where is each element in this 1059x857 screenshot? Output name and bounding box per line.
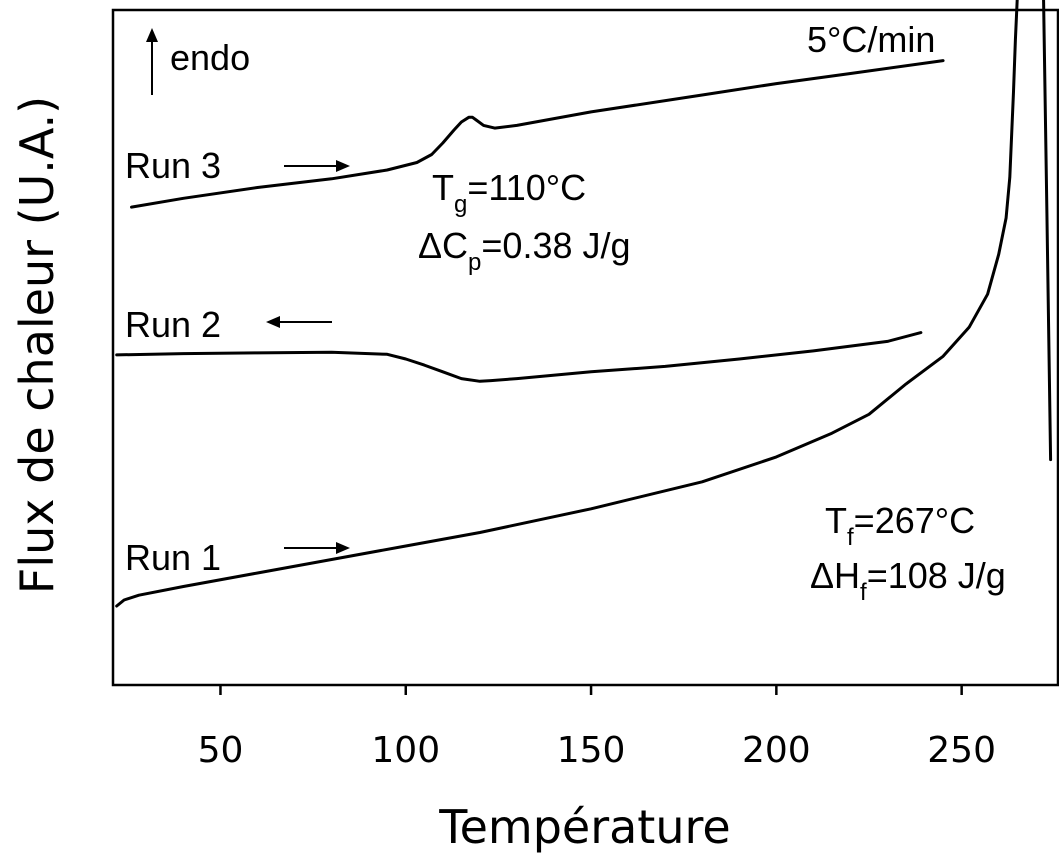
x-tick-label-250: 250 bbox=[927, 730, 996, 771]
curve-run-3 bbox=[130, 59, 945, 209]
plot-frame-group bbox=[111, 8, 1059, 687]
x-tick-labels: 50 100 150 200 250 bbox=[198, 730, 996, 771]
x-axis-label: Température bbox=[438, 800, 730, 854]
dhf-sub: f bbox=[860, 579, 867, 606]
tg-main: T bbox=[432, 167, 454, 208]
dcp-annotation: ΔCp=0.38 J/g bbox=[418, 225, 631, 276]
dhf-annotation: ΔHf=108 J/g bbox=[810, 555, 1006, 606]
curve-run-2 bbox=[115, 331, 923, 383]
x-tick-label-150: 150 bbox=[557, 730, 626, 771]
run1-arrow-head bbox=[336, 542, 350, 554]
run3-direction-arrow bbox=[284, 160, 350, 172]
curve-run-1 bbox=[115, 0, 1053, 608]
run2-label: Run 2 bbox=[125, 304, 221, 345]
dhf-value: =108 J/g bbox=[867, 555, 1006, 596]
x-tick-label-50: 50 bbox=[198, 730, 244, 771]
curves bbox=[115, 0, 1053, 608]
x-ticks bbox=[219, 685, 963, 695]
endo-arrow-head bbox=[146, 28, 158, 42]
run1-direction-arrow bbox=[284, 542, 350, 554]
run1-label: Run 1 bbox=[125, 537, 221, 578]
endo-arrow bbox=[146, 28, 158, 95]
dcp-value: =0.38 J/g bbox=[481, 225, 630, 266]
dhf-main: ΔH bbox=[810, 555, 860, 596]
dcp-main: ΔC bbox=[418, 225, 468, 266]
dcp-sub: p bbox=[468, 249, 481, 276]
tg-annotation: Tg=110°C bbox=[432, 167, 586, 218]
rate-label: 5°C/min bbox=[807, 19, 935, 60]
tf-annotation: Tf=267°C bbox=[825, 500, 975, 551]
tf-main: T bbox=[825, 500, 847, 541]
x-tick-label-200: 200 bbox=[742, 730, 811, 771]
run3-label: Run 3 bbox=[125, 145, 221, 186]
tg-value: =110°C bbox=[467, 167, 586, 208]
run3-arrow-head bbox=[336, 160, 350, 172]
run2-arrow-head bbox=[266, 316, 280, 328]
tf-value: =267°C bbox=[854, 500, 975, 541]
endo-label: endo bbox=[170, 37, 250, 78]
y-axis-label: Flux de chaleur (U.A.) bbox=[10, 96, 64, 594]
tg-sub: g bbox=[454, 191, 467, 218]
plot-frame bbox=[111, 8, 1059, 687]
tf-sub: f bbox=[847, 524, 854, 551]
x-tick-label-100: 100 bbox=[371, 730, 440, 771]
run2-direction-arrow bbox=[266, 316, 332, 328]
